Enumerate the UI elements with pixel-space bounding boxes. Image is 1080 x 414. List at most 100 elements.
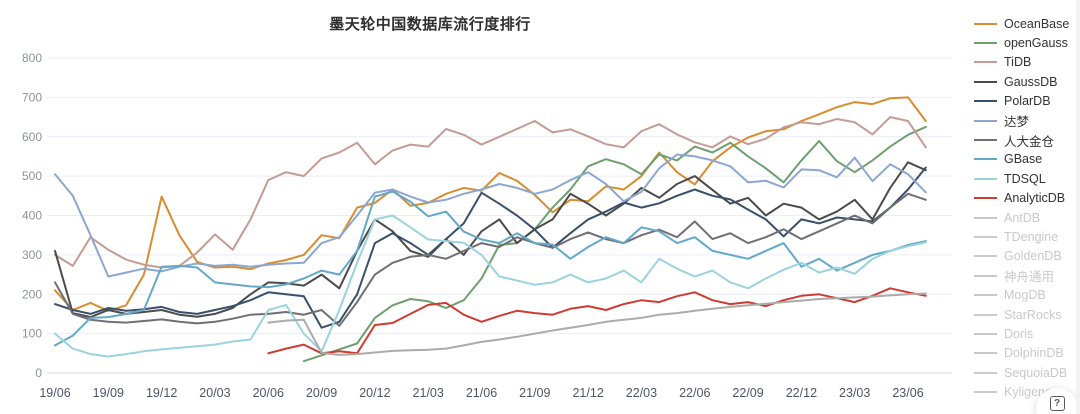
- legend-label: 人大金仓: [1004, 134, 1055, 149]
- grid-lines: [47, 57, 952, 374]
- legend-label: AnalyticDB: [1004, 191, 1066, 206]
- legend-label: StarRocks: [1004, 307, 1062, 322]
- legend-swatch-icon: [974, 313, 997, 316]
- x-tick-label: 21/03: [413, 386, 444, 400]
- legend-swatch-icon: [974, 100, 997, 103]
- x-tick-label: 22/09: [732, 386, 763, 400]
- help-button[interactable]: ?: [1036, 388, 1078, 414]
- x-tick-label: 20/03: [199, 386, 230, 400]
- series-line-GBase[interactable]: [54, 190, 927, 347]
- x-tick-label: 20/12: [359, 386, 390, 400]
- legend-swatch-icon: [974, 216, 997, 219]
- legend-item-TDengine[interactable]: TDengine: [974, 227, 1074, 246]
- legend-swatch-icon: [974, 61, 997, 64]
- legend-item-StarRocks[interactable]: StarRocks: [974, 305, 1074, 324]
- y-tick-label: 600: [22, 130, 42, 144]
- legend-label: 达梦: [1004, 115, 1030, 130]
- series-line-OceanBase[interactable]: [54, 96, 927, 312]
- legend-label: PolarDB: [1004, 94, 1051, 109]
- y-tick-label: 700: [22, 90, 42, 104]
- x-tick-label: 23/06: [892, 386, 923, 400]
- chart-title: 墨天轮中国数据库流行度排行: [329, 16, 531, 33]
- series-line-TiDB[interactable]: [54, 116, 927, 269]
- legend-label: MogDB: [1004, 288, 1046, 303]
- x-tick-label: 21/12: [572, 386, 603, 400]
- x-axis-labels: 19/06 19/09 19/12 20/03 20/06 20/09 20/12 21/03…: [39, 386, 923, 400]
- legend-item-Doris[interactable]: Doris: [974, 324, 1074, 343]
- legend-swatch-icon: [974, 391, 997, 394]
- legend-swatch-icon: [974, 352, 997, 355]
- y-tick-label: 0: [35, 366, 42, 380]
- legend-item-AntDB[interactable]: AntDB: [974, 208, 1074, 227]
- series-line-AntDB[interactable]: [267, 292, 927, 356]
- x-tick-label: 21/06: [466, 386, 497, 400]
- legend-item-PolarDB[interactable]: PolarDB: [974, 92, 1074, 111]
- legend-item-MogDB[interactable]: MogDB: [974, 285, 1074, 304]
- legend-swatch-icon: [974, 371, 997, 374]
- x-tick-label: 19/09: [93, 386, 124, 400]
- x-tick-label: 22/03: [626, 386, 657, 400]
- series-line-openGauss[interactable]: [302, 125, 927, 363]
- legend-label: 神舟通用: [1004, 270, 1055, 285]
- line-chart-plot-area: 0 100 200 300 400 500 600 700 800 19/06 19/09 19/12…: [22, 51, 952, 400]
- legend-label: TDSQL: [1004, 171, 1046, 186]
- legend-swatch-icon: [974, 177, 997, 180]
- series-line-人大金仓[interactable]: [54, 192, 927, 327]
- legend-label: GoldenDB: [1004, 249, 1062, 264]
- legend-item-TDSQL[interactable]: TDSQL: [974, 169, 1074, 188]
- series-line-PolarDB[interactable]: [54, 166, 927, 329]
- series-line-达梦[interactable]: [54, 153, 927, 278]
- legend-item-TiDB[interactable]: TiDB: [974, 53, 1074, 72]
- x-tick-label: 21/09: [519, 386, 550, 400]
- series-line-GaussDB[interactable]: [54, 161, 927, 319]
- chart-legend: OceanBase openGauss TiDB GaussDB PolarDB 达梦人大…: [974, 14, 1074, 402]
- legend-item-GoldenDB[interactable]: GoldenDB: [974, 247, 1074, 266]
- legend-label: DolphinDB: [1004, 346, 1064, 361]
- y-tick-label: 300: [22, 248, 42, 262]
- legend-label: OceanBase: [1004, 16, 1070, 31]
- legend-label: TiDB: [1004, 55, 1032, 70]
- legend-swatch-icon: [974, 197, 997, 200]
- y-tick-label: 100: [22, 327, 42, 341]
- legend-label: TDengine: [1004, 229, 1059, 244]
- legend-item-GBase[interactable]: GBase: [974, 150, 1074, 169]
- x-tick-label: 19/12: [146, 386, 177, 400]
- legend-item-SequoiaDB[interactable]: SequoiaDB: [974, 363, 1074, 382]
- series-line-TDSQL[interactable]: [54, 214, 927, 358]
- legend-item-DolphinDB[interactable]: DolphinDB: [974, 344, 1074, 363]
- legend-swatch-icon: [974, 22, 997, 25]
- legend-item-AnalyticDB[interactable]: AnalyticDB: [974, 189, 1074, 208]
- legend-label: Doris: [1004, 326, 1034, 341]
- y-tick-label: 800: [22, 51, 42, 65]
- x-tick-label: 22/06: [679, 386, 710, 400]
- legend-swatch-icon: [974, 235, 997, 238]
- legend-swatch-icon: [974, 139, 997, 142]
- legend-item-神舟通用[interactable]: 神舟通用: [974, 266, 1074, 285]
- legend-item-达梦[interactable]: 达梦: [974, 111, 1074, 130]
- x-tick-label: 19/06: [39, 386, 70, 400]
- page-scrollbar[interactable]: [1076, 0, 1080, 414]
- series-line-AnalyticDB[interactable]: [267, 287, 927, 355]
- x-tick-label: 23/03: [839, 386, 870, 400]
- y-tick-label: 400: [22, 209, 42, 223]
- legend-label: GBase: [1004, 152, 1043, 167]
- legend-item-人大金仓[interactable]: 人大金仓: [974, 130, 1074, 149]
- legend-swatch-icon: [974, 274, 997, 277]
- legend-swatch-icon: [974, 255, 997, 258]
- legend-swatch-icon: [974, 158, 997, 161]
- legend-swatch-icon: [974, 80, 997, 83]
- x-tick-label: 20/06: [253, 386, 284, 400]
- legend-label: AntDB: [1004, 210, 1041, 225]
- legend-swatch-icon: [974, 119, 997, 122]
- legend-label: SequoiaDB: [1004, 365, 1068, 380]
- legend-item-OceanBase[interactable]: OceanBase: [974, 14, 1074, 33]
- legend-label: GaussDB: [1004, 74, 1058, 89]
- legend-swatch-icon: [974, 42, 997, 45]
- question-mark-icon: ?: [1049, 396, 1065, 411]
- legend-swatch-icon: [974, 294, 997, 297]
- legend-item-GaussDB[interactable]: GaussDB: [974, 72, 1074, 91]
- x-tick-label: 20/09: [306, 386, 337, 400]
- legend-item-openGauss[interactable]: openGauss: [974, 33, 1074, 52]
- y-tick-label: 200: [22, 287, 42, 301]
